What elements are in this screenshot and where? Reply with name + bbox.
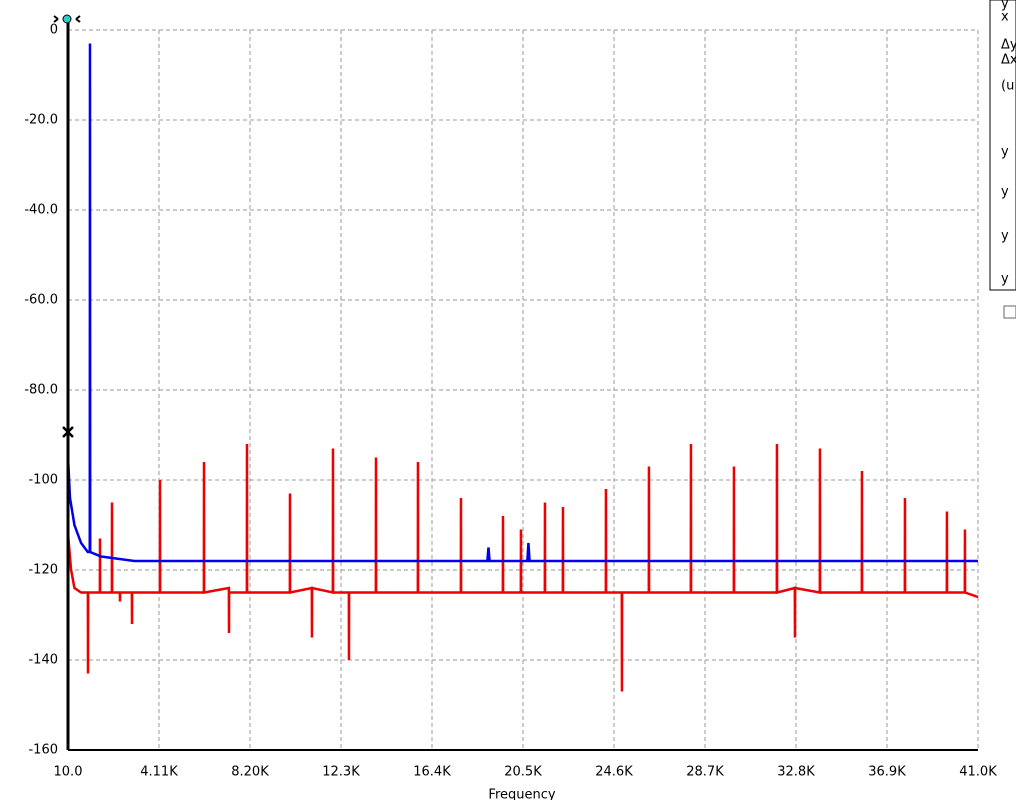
cursor-panel-row: y	[1001, 145, 1009, 160]
y-tick-label: -60.0	[24, 293, 58, 308]
y-tick-label: -80.0	[24, 383, 58, 398]
x-tick-label: 32.8K	[777, 765, 815, 780]
checkbox	[1003, 305, 1016, 319]
x-tick-label: 4.11K	[140, 765, 178, 780]
cursor-panel-row: y	[1001, 185, 1009, 200]
series-line	[66, 443, 979, 692]
x-tick-label: 36.9K	[868, 765, 906, 780]
x-tick-label: 16.4K	[413, 765, 451, 780]
cursor-panel-row: y	[1001, 229, 1009, 244]
x-tick-label: 20.5K	[504, 765, 542, 780]
y-tick-label: 0	[50, 23, 58, 38]
y-tick-label: -140	[28, 653, 58, 668]
x-tick-label: 12.3K	[322, 765, 360, 780]
y-tick-label: -20.0	[24, 113, 58, 128]
x-axis-label: Frequency	[488, 788, 555, 801]
cursor-panel	[989, 0, 1016, 291]
series-line	[66, 43, 978, 563]
x-tick-label: 28.7K	[686, 765, 724, 780]
cursor-marker	[62, 426, 74, 438]
cursor-panel-row: y	[1001, 272, 1009, 287]
x-tick-label: 8.20K	[231, 765, 269, 780]
x-tick-label: 24.6K	[595, 765, 633, 780]
cursor-handle	[62, 14, 72, 24]
cursor-panel-row: Δy	[1001, 38, 1016, 53]
y-tick-label: -160	[28, 743, 58, 758]
cursor-handle-arrows	[53, 15, 81, 23]
y-tick-label: -120	[28, 563, 58, 578]
y-tick-label: -40.0	[24, 203, 58, 218]
cursor-panel-row: Δx	[1001, 53, 1016, 68]
y-tick-label: -100	[28, 473, 58, 488]
cursor-panel-row: x	[1001, 10, 1009, 25]
cursor-panel-row: y	[1001, 0, 1009, 12]
cursor-panel-row: (u	[1001, 79, 1014, 94]
x-tick-label: 10.0	[54, 765, 83, 780]
x-tick-label: 41.0K	[959, 765, 997, 780]
